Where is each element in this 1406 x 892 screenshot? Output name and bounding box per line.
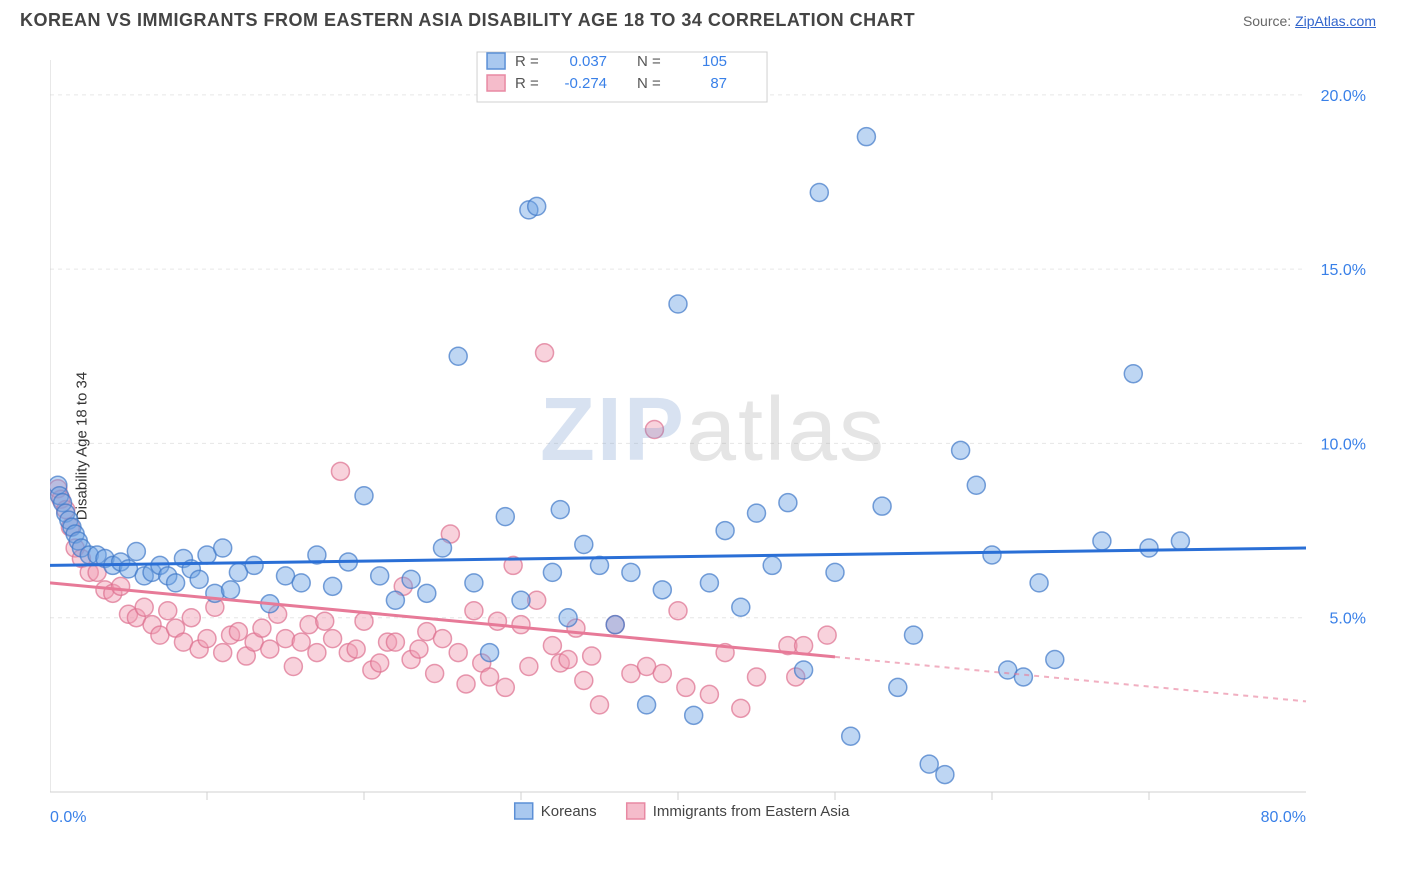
svg-text:80.0%: 80.0% (1261, 809, 1306, 826)
svg-text:5.0%: 5.0% (1330, 611, 1366, 628)
scatter-chart: 5.0% 10.0% 15.0% 20.0% 0.0% 80.0% R = 0.037 N = 1… (50, 50, 1376, 832)
chart-title: KOREAN VS IMMIGRANTS FROM EASTERN ASIA D… (20, 10, 915, 31)
svg-text:N =: N = (637, 53, 661, 70)
svg-text:15.0%: 15.0% (1321, 262, 1366, 279)
svg-text:105: 105 (702, 53, 727, 70)
svg-text:20.0%: 20.0% (1321, 88, 1366, 105)
svg-text:0.037: 0.037 (569, 53, 607, 70)
source-link[interactable]: ZipAtlas.com (1295, 13, 1376, 29)
svg-text:Immigrants from Eastern Asia: Immigrants from Eastern Asia (653, 803, 850, 820)
svg-text:0.0%: 0.0% (50, 809, 86, 826)
svg-text:87: 87 (710, 75, 727, 92)
svg-text:Koreans: Koreans (541, 803, 597, 820)
source-label: Source: (1243, 13, 1295, 29)
svg-text:N =: N = (637, 75, 661, 92)
svg-text:-0.274: -0.274 (564, 75, 607, 92)
svg-text:R =: R = (515, 53, 539, 70)
svg-text:R =: R = (515, 75, 539, 92)
svg-text:10.0%: 10.0% (1321, 436, 1366, 453)
source-attribution: Source: ZipAtlas.com (1243, 13, 1376, 29)
chart-plot-area: 5.0% 10.0% 15.0% 20.0% 0.0% 80.0% R = 0.037 N = 1… (50, 50, 1376, 832)
